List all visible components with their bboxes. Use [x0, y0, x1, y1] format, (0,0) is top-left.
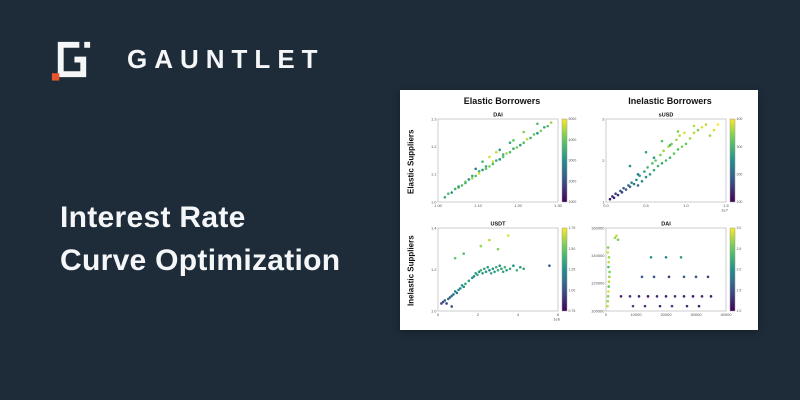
- gauntlet-logo: GAUNTLET: [48, 36, 325, 83]
- chart-cell-top-right: [586, 107, 754, 216]
- scatter-plot-dai-inelastic-suppliers: [586, 218, 754, 323]
- scatter-plot-dai-elastic-suppliers: [418, 109, 586, 214]
- col-header-inelastic-borrowers: Inelastic Borrowers: [628, 95, 712, 106]
- brand-name: GAUNTLET: [127, 44, 325, 74]
- row-label-elastic-suppliers: Elastic Suppliers: [406, 129, 416, 194]
- chart-panel: Elastic Borrowers Inelastic Borrowers El…: [400, 90, 758, 330]
- column-headers: Elastic Borrowers Inelastic Borrowers: [418, 94, 754, 107]
- chart-grid: Elastic Suppliers Inelastic Suppliers: [404, 107, 754, 325]
- scatter-plot-susd-elastic-suppliers: [586, 109, 754, 214]
- col-header-elastic-borrowers: Elastic Borrowers: [463, 95, 541, 106]
- chart-cell-bottom-left: [418, 216, 586, 325]
- page-title: Interest Rate Curve Optimization: [60, 197, 340, 282]
- logo-accent-square: [51, 73, 60, 81]
- page-title-line2: Curve Optimization: [60, 243, 341, 277]
- chart-cell-top-left: [418, 107, 586, 216]
- logo-g-stroke: [57, 41, 87, 78]
- chart-cell-bottom-right: [586, 216, 754, 325]
- row-label-inelastic-suppliers: Inelastic Suppliers: [406, 235, 416, 306]
- page-title-line1: Interest Rate: [60, 201, 246, 234]
- scatter-plot-usdt-inelastic-suppliers: [418, 218, 586, 323]
- logo-notch-square: [84, 41, 91, 48]
- gauntlet-logo-icon: [51, 41, 91, 81]
